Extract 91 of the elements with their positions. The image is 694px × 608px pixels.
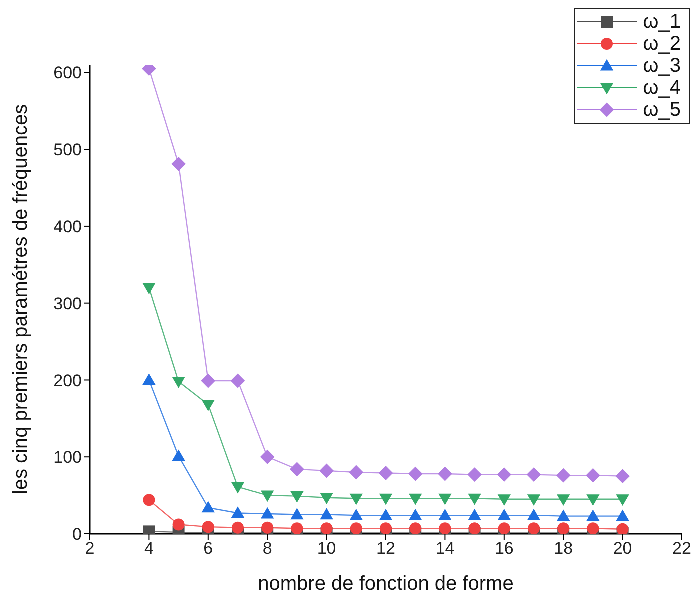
point — [438, 508, 452, 520]
x-tick-label: 12 — [376, 539, 396, 558]
x-tick-label: 20 — [613, 539, 632, 558]
point — [320, 522, 333, 534]
point — [230, 374, 246, 388]
point — [527, 494, 541, 506]
y-tick-label: 400 — [54, 217, 82, 236]
point — [557, 494, 570, 506]
legend-label: ω_5 — [643, 98, 681, 122]
x-tick-label: 10 — [317, 539, 336, 558]
point — [261, 490, 274, 502]
point — [498, 522, 510, 534]
y-tick-label: 100 — [54, 448, 82, 468]
point — [261, 507, 274, 519]
point — [262, 522, 274, 534]
point — [409, 508, 422, 520]
point — [172, 518, 185, 531]
legend-label: ω_2 — [643, 32, 681, 56]
point — [586, 510, 600, 522]
point — [409, 494, 422, 506]
point — [468, 468, 482, 482]
point — [616, 510, 630, 522]
point — [350, 522, 362, 534]
x-tick-label: 6 — [204, 539, 214, 558]
point — [378, 466, 394, 480]
point — [202, 501, 215, 513]
x-tick-label: 8 — [262, 539, 272, 558]
point — [468, 522, 481, 534]
point — [143, 494, 156, 506]
x-tick-label: 14 — [436, 539, 455, 558]
point — [587, 522, 600, 534]
point — [498, 494, 511, 506]
point — [172, 376, 186, 388]
y-tick-label: 500 — [54, 140, 82, 160]
point — [616, 523, 629, 534]
point — [556, 468, 571, 483]
point — [142, 283, 156, 295]
point — [231, 482, 245, 494]
point — [290, 462, 304, 477]
point — [616, 469, 630, 484]
point — [438, 494, 452, 506]
x-tick-label: 16 — [494, 539, 514, 558]
point — [558, 522, 570, 534]
point — [498, 508, 511, 520]
point — [586, 494, 600, 506]
legend-label: ω_4 — [643, 76, 681, 100]
point — [142, 374, 156, 386]
point — [260, 450, 275, 464]
point — [202, 400, 215, 412]
point — [350, 494, 363, 506]
point — [380, 522, 392, 534]
point — [201, 374, 216, 388]
y-tick-label: 300 — [54, 294, 82, 314]
point — [468, 508, 482, 520]
point — [320, 508, 334, 520]
point — [202, 521, 214, 534]
point — [586, 468, 600, 483]
point — [231, 506, 245, 518]
y-axis-title: les cinq premiers paramétres de fréquences — [10, 104, 32, 495]
point — [528, 522, 540, 534]
legend-label: ω_1 — [643, 10, 681, 34]
point — [172, 450, 186, 462]
point — [410, 522, 422, 534]
point — [408, 466, 423, 482]
point — [290, 508, 304, 520]
point — [320, 493, 334, 504]
point — [527, 508, 541, 520]
x-tick-label: 4 — [144, 539, 154, 558]
point — [438, 466, 452, 482]
point — [557, 510, 570, 522]
point — [291, 522, 304, 534]
point — [468, 494, 482, 506]
point — [379, 494, 393, 506]
legend-label: ω_3 — [643, 54, 681, 78]
point — [526, 468, 542, 482]
x-tick-label: 18 — [554, 539, 574, 558]
point — [616, 494, 630, 506]
point — [497, 468, 512, 482]
x-tick-label: 2 — [85, 539, 95, 558]
point — [349, 465, 364, 480]
y-tick-label: 600 — [54, 64, 82, 83]
point — [320, 464, 334, 478]
y-tick-label: 200 — [54, 371, 82, 390]
point — [290, 492, 304, 503]
point — [350, 508, 363, 520]
x-tick-label: 22 — [672, 539, 692, 558]
y-tick-label: 0 — [72, 525, 82, 544]
point — [232, 522, 244, 534]
point — [379, 508, 393, 520]
x-axis-title: nombre de fonction de forme — [258, 573, 514, 595]
point — [439, 522, 452, 534]
